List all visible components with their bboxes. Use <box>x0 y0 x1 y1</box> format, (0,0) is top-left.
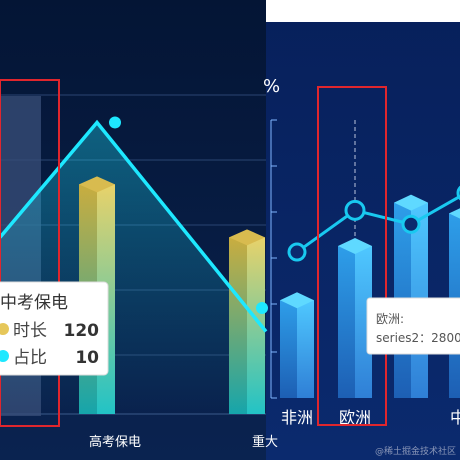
left-tooltip-value-ratio: 10 <box>75 348 99 368</box>
right-bar-top <box>338 238 372 254</box>
left-tooltip-dot-duration <box>0 323 9 335</box>
right-bar-top <box>280 292 314 309</box>
right-line-point-2 <box>401 214 421 234</box>
right-x-tick-0: 非洲 <box>281 408 313 427</box>
left-tooltip-box <box>0 281 109 376</box>
right-line-point-1 <box>344 199 366 221</box>
right-bar-side <box>338 246 355 398</box>
left-bar-side <box>229 237 247 414</box>
right-bar-side <box>280 300 297 398</box>
right-line <box>296 194 460 254</box>
right-bar-top <box>449 208 460 219</box>
right-line-point-0 <box>287 242 307 262</box>
left-x-axis-labels: 高考保电 重大 <box>89 434 278 450</box>
left-bar-top <box>229 229 265 246</box>
left-tooltip-value-duration: 120 <box>64 321 100 341</box>
left-line-point-1 <box>109 116 121 129</box>
left-highlight-box <box>0 79 60 427</box>
right-x-tick-4: 中 <box>450 408 460 427</box>
watermark: @稀土掘金技术社区 <box>375 445 456 457</box>
left-x-tick-2: 重大 <box>252 434 278 450</box>
right-bar-top <box>394 194 428 211</box>
left-line-series <box>0 116 268 333</box>
right-bar-front <box>297 300 314 398</box>
right-y-axis-unit: % <box>263 76 280 97</box>
right-line-series <box>287 185 460 262</box>
left-x-tick-1: 高考保电 <box>89 434 141 450</box>
right-panel-top-strip <box>266 0 460 22</box>
left-tooltip: 中考保电 时长 120 占比 10 <box>0 281 109 376</box>
left-line <box>0 119 268 333</box>
right-highlight-box <box>317 86 387 426</box>
right-x-axis-labels: 非洲 欧洲 中 <box>281 408 460 427</box>
right-bar-0 <box>280 292 314 398</box>
left-line-point-2 <box>256 302 268 314</box>
right-tooltip-line: series2：2800 <box>376 331 460 345</box>
left-bar-top <box>79 176 115 193</box>
left-tooltip-label-ratio: 占比 <box>13 348 47 368</box>
right-tooltip: 欧洲: series2：2800 <box>366 297 460 355</box>
right-tooltip-title: 欧洲: <box>376 312 404 326</box>
right-x-tick-1: 欧洲 <box>339 408 371 427</box>
right-tooltip-box <box>366 297 460 355</box>
right-bar-front <box>355 246 372 398</box>
left-tooltip-title: 中考保电 <box>0 293 68 313</box>
left-tooltip-dot-ratio <box>0 350 9 362</box>
left-bar-2 <box>229 229 265 414</box>
left-tooltip-label-duration: 时长 <box>13 321 47 341</box>
left-bar-front <box>247 237 265 414</box>
right-y-axis <box>270 119 277 399</box>
right-bar-1 <box>338 238 372 398</box>
